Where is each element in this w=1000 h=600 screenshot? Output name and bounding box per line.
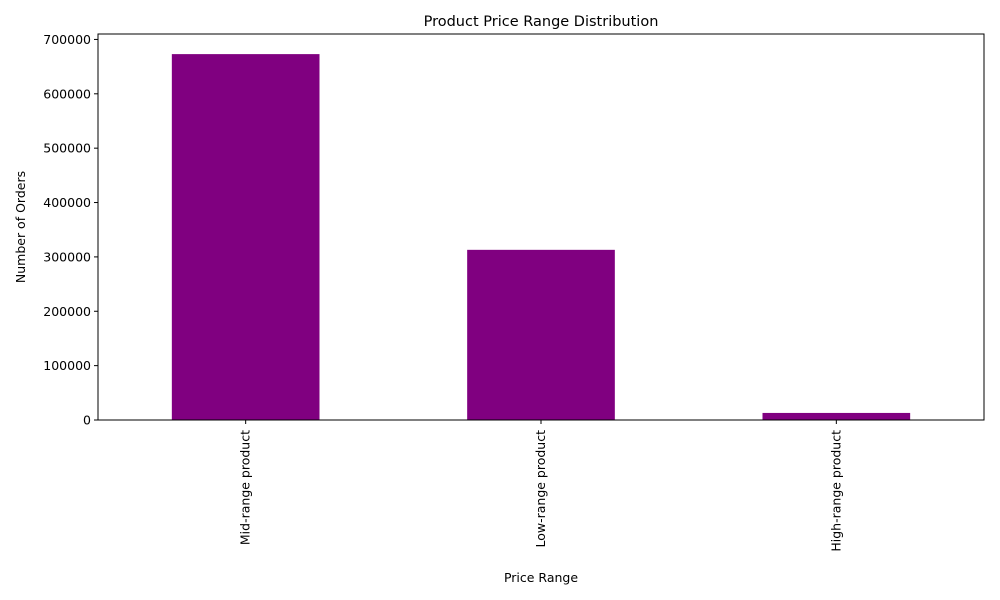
x-tick-label: Low-range product: [533, 430, 548, 548]
y-tick-label: 500000: [43, 141, 91, 156]
x-tick-label: High-range product: [828, 430, 843, 552]
chart-title: Product Price Range Distribution: [424, 14, 659, 30]
x-tick-label: Mid-range product: [238, 430, 253, 545]
y-tick-label: 700000: [43, 32, 91, 47]
plot-frame: [97, 33, 985, 421]
y-axis: 0 100000 200000 300000 400000 500000 600000 700…: [43, 32, 98, 428]
bars-group: [171, 54, 911, 421]
bar-low-range-product: [467, 249, 615, 420]
bar-high-range-product: [762, 412, 911, 420]
y-tick-label: 200000: [43, 304, 91, 319]
x-axis: Mid-range product Low-range product High-r…: [238, 420, 843, 552]
y-tick-label: 300000: [43, 249, 91, 264]
y-tick-label: 600000: [43, 86, 91, 101]
bar-mid-range-product: [171, 54, 320, 421]
y-axis-label: Number of Orders: [13, 171, 28, 283]
y-tick-label: 0: [83, 413, 91, 428]
y-tick-label: 400000: [43, 195, 91, 210]
y-tick-label: 100000: [43, 358, 91, 373]
x-axis-label: Price Range: [504, 570, 578, 585]
